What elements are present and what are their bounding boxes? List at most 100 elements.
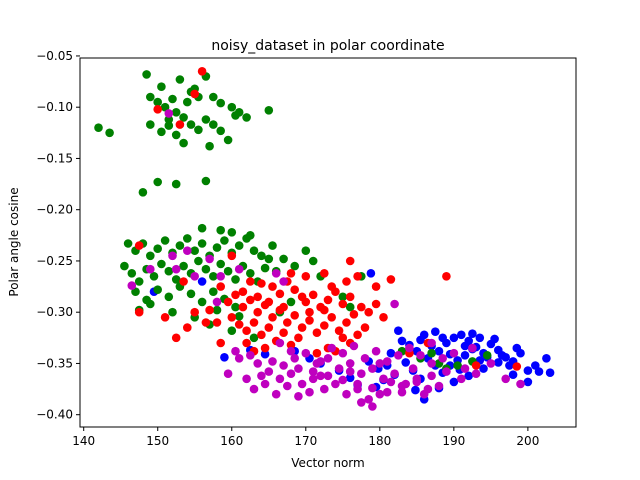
data-point — [223, 369, 233, 379]
data-point — [379, 313, 388, 322]
data-point — [338, 299, 348, 309]
data-point — [212, 318, 222, 327]
data-point — [171, 333, 181, 343]
data-point — [264, 254, 274, 264]
data-point — [286, 297, 296, 307]
data-point — [397, 336, 407, 346]
data-point — [357, 302, 366, 312]
data-point — [505, 361, 514, 370]
data-point — [253, 307, 262, 317]
data-point — [545, 368, 555, 378]
data-point — [279, 328, 288, 338]
data-point — [231, 346, 240, 356]
data-point — [468, 343, 477, 353]
data-point — [242, 326, 251, 336]
data-point — [227, 251, 237, 261]
data-point — [360, 323, 370, 332]
data-point — [197, 297, 207, 307]
data-point — [438, 333, 448, 343]
data-point — [366, 269, 376, 278]
data-point — [197, 239, 207, 248]
data-point — [453, 361, 462, 370]
data-point — [516, 379, 525, 389]
data-point — [294, 333, 303, 343]
data-point — [249, 384, 259, 394]
data-point — [386, 275, 396, 284]
y-axis-label: Polar angle cosine — [7, 187, 21, 296]
y-tick-label: −0.15 — [36, 151, 73, 165]
data-point — [146, 251, 155, 261]
data-point — [297, 379, 307, 389]
y-tick-label: −0.30 — [36, 305, 73, 319]
data-point — [382, 357, 392, 366]
data-point — [186, 289, 196, 299]
data-point — [419, 330, 429, 340]
data-point — [412, 377, 422, 387]
data-point — [190, 89, 199, 99]
data-point — [260, 343, 270, 353]
y-axis: −0.40 −0.35 −0.30 −0.25 −0.20 −0.15 −0.10 −0.05 — [36, 49, 80, 422]
data-point — [342, 389, 351, 399]
data-point — [386, 377, 396, 387]
data-point — [271, 269, 281, 278]
data-point — [231, 302, 240, 312]
data-point — [227, 228, 237, 237]
data-point — [327, 313, 337, 322]
data-point — [171, 179, 181, 189]
data-point — [120, 261, 129, 271]
data-point — [479, 364, 488, 373]
data-point — [397, 387, 407, 397]
data-point — [290, 311, 300, 320]
data-point — [238, 302, 248, 312]
data-point — [190, 272, 199, 281]
data-point — [234, 354, 244, 363]
data-point — [305, 307, 314, 317]
data-point — [279, 254, 288, 264]
data-point — [197, 67, 207, 76]
data-point — [523, 366, 533, 375]
data-point — [179, 261, 188, 271]
data-point — [205, 141, 214, 151]
data-point — [427, 348, 436, 358]
data-point — [246, 351, 255, 360]
data-point — [382, 387, 392, 397]
data-point — [460, 364, 470, 373]
data-point — [264, 323, 274, 332]
data-point — [431, 327, 440, 337]
data-point — [216, 98, 225, 108]
data-point — [375, 389, 385, 399]
data-point — [308, 374, 318, 384]
data-point — [271, 389, 281, 399]
data-point — [231, 275, 240, 284]
data-point — [157, 127, 166, 137]
data-point — [127, 281, 137, 290]
data-point — [153, 105, 162, 114]
data-point — [405, 343, 414, 353]
data-point — [264, 106, 274, 115]
data-point — [468, 329, 477, 339]
data-point — [146, 264, 155, 274]
data-point — [427, 338, 436, 348]
data-point — [427, 359, 436, 368]
data-point — [242, 374, 251, 384]
data-point — [286, 346, 296, 356]
data-point — [345, 292, 355, 302]
data-point — [471, 369, 481, 379]
data-point — [379, 374, 388, 384]
data-point — [194, 125, 203, 135]
x-tick-label: 150 — [146, 434, 169, 448]
data-point — [160, 102, 170, 112]
data-point — [164, 115, 174, 124]
data-point — [268, 241, 277, 250]
data-point — [460, 351, 470, 360]
data-point — [268, 282, 277, 291]
data-point — [234, 241, 244, 250]
data-point — [175, 120, 185, 129]
y-tick-label: −0.10 — [36, 100, 73, 114]
data-point — [338, 375, 348, 385]
data-point — [371, 282, 381, 291]
data-point — [334, 326, 344, 336]
data-point — [357, 369, 366, 379]
data-point — [209, 92, 218, 102]
